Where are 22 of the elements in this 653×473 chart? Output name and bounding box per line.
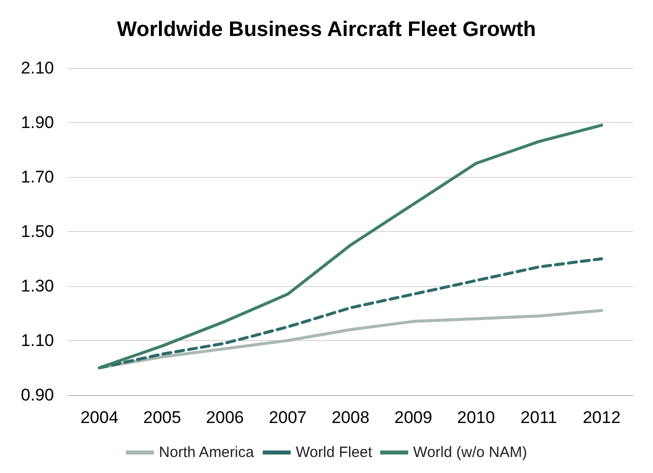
x-tick-label: 2011 — [520, 408, 558, 427]
x-tick-label: 2009 — [394, 408, 432, 427]
y-tick-label: 1.70 — [20, 168, 54, 186]
y-tick-label: 2.10 — [20, 58, 54, 78]
x-tick-label: 2010 — [457, 408, 495, 427]
legend-label: World (w/o NAM) — [413, 444, 528, 461]
y-tick-label: 1.30 — [20, 276, 54, 296]
x-tick-label: 2005 — [143, 408, 182, 427]
y-tick-label: 1.10 — [20, 331, 54, 350]
x-tick-label: 2012 — [582, 408, 621, 427]
legend-label: North America — [158, 444, 255, 461]
y-tick-label: 0.90 — [20, 386, 54, 404]
chart-title: Worldwide Business Aircraft Fleet Growth — [117, 18, 536, 41]
x-tick-label: 2004 — [80, 408, 118, 427]
line-series — [98, 309, 604, 370]
legend-label: World Fleet — [296, 444, 374, 461]
x-tick-label: 2008 — [332, 408, 370, 427]
y-tick-label: 1.50 — [20, 222, 54, 241]
line-series — [98, 124, 604, 370]
x-tick-label: 2006 — [206, 408, 244, 427]
y-tick-label: 1.90 — [20, 113, 54, 132]
x-tick-label: 2007 — [268, 408, 307, 427]
